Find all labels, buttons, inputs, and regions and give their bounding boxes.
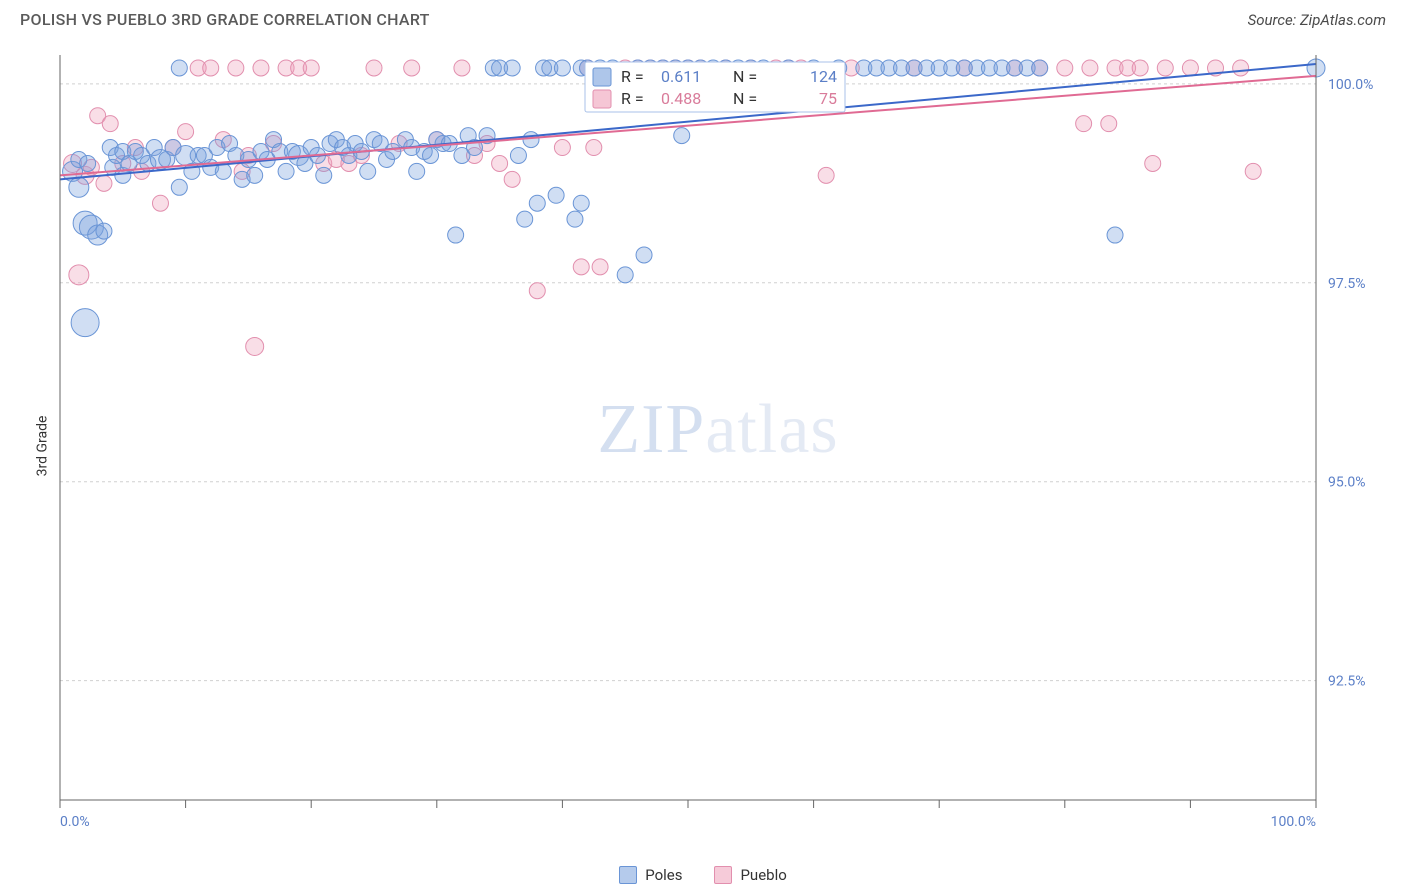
stats-n-value: 124 <box>810 67 837 86</box>
data-point <box>80 155 96 171</box>
data-point <box>303 60 319 76</box>
data-point <box>1082 60 1098 76</box>
stats-n-label: N = <box>733 67 757 86</box>
data-point <box>1132 60 1148 76</box>
data-point <box>409 163 425 179</box>
chart-container: 92.5% 95.0% 97.5% 100.0% 0.0% 100.0% R = 0.611 N… <box>50 50 1386 842</box>
data-point <box>96 223 112 239</box>
stats-r-label: R = <box>621 89 644 108</box>
data-point <box>529 283 545 299</box>
data-point <box>554 140 570 156</box>
data-point <box>523 132 539 148</box>
y-tick-label: 97.5% <box>1328 276 1366 292</box>
legend-swatch <box>593 68 611 86</box>
data-point <box>1032 60 1048 76</box>
data-point <box>454 60 470 76</box>
data-point <box>492 155 508 171</box>
data-point <box>586 140 602 156</box>
data-point <box>228 60 244 76</box>
data-point <box>253 60 269 76</box>
data-point <box>278 163 294 179</box>
legend-label: Pueblo <box>740 866 786 884</box>
data-point <box>504 171 520 187</box>
legend: Poles Pueblo <box>0 866 1406 884</box>
data-point <box>510 147 526 163</box>
data-point <box>1145 155 1161 171</box>
data-point <box>385 144 401 160</box>
data-point <box>71 309 99 337</box>
chart-title: POLISH VS PUEBLO 3RD GRADE CORRELATION C… <box>20 10 430 29</box>
data-point <box>69 265 89 285</box>
y-tick-label: 95.0% <box>1328 475 1366 491</box>
data-point <box>1076 116 1092 132</box>
data-point <box>592 259 608 275</box>
x-tick-label: 0.0% <box>60 814 90 830</box>
data-point <box>504 60 520 76</box>
legend-swatch <box>593 90 611 108</box>
data-point <box>448 227 464 243</box>
data-point <box>247 167 263 183</box>
data-point <box>1057 60 1073 76</box>
legend-label: Poles <box>645 866 682 884</box>
data-point <box>246 337 264 355</box>
data-point <box>423 147 439 163</box>
data-point <box>517 211 533 227</box>
data-point <box>818 167 834 183</box>
data-point <box>404 60 420 76</box>
data-point <box>1233 60 1249 76</box>
source-label: Source: ZipAtlas.com <box>1248 11 1386 29</box>
legend-swatch <box>619 866 637 884</box>
data-point <box>366 60 382 76</box>
data-point <box>171 179 187 195</box>
y-axis-label: 3rd Grade <box>34 416 50 477</box>
data-point <box>1157 60 1173 76</box>
data-point <box>152 195 168 211</box>
x-tick-label: 100.0% <box>1271 814 1316 830</box>
data-point <box>1182 60 1198 76</box>
data-point <box>636 247 652 263</box>
data-point <box>567 211 583 227</box>
stats-r-label: R = <box>621 67 644 86</box>
data-point <box>96 175 112 191</box>
stats-r-value: 0.611 <box>661 67 701 86</box>
data-point <box>316 167 332 183</box>
y-tick-label: 92.5% <box>1328 674 1366 690</box>
data-point <box>171 60 187 76</box>
data-point <box>178 124 194 140</box>
data-point <box>674 128 690 144</box>
legend-swatch <box>714 866 732 884</box>
data-point <box>554 60 570 76</box>
scatter-chart: 92.5% 95.0% 97.5% 100.0% 0.0% 100.0% R = 0.611 N… <box>50 50 1386 842</box>
data-point <box>360 163 376 179</box>
legend-item: Pueblo <box>714 866 786 884</box>
data-point <box>1107 227 1123 243</box>
stats-r-value: 0.488 <box>661 89 701 108</box>
data-point <box>1245 163 1261 179</box>
data-point <box>573 195 589 211</box>
data-point <box>548 187 564 203</box>
stats-n-label: N = <box>733 89 757 108</box>
data-point <box>69 177 89 197</box>
data-point <box>573 259 589 275</box>
data-point <box>617 267 633 283</box>
y-tick-label: 100.0% <box>1328 77 1373 93</box>
data-point <box>1101 116 1117 132</box>
data-point <box>529 195 545 211</box>
legend-item: Poles <box>619 866 682 884</box>
data-point <box>203 60 219 76</box>
data-point <box>102 116 118 132</box>
stats-n-value: 75 <box>819 89 837 108</box>
